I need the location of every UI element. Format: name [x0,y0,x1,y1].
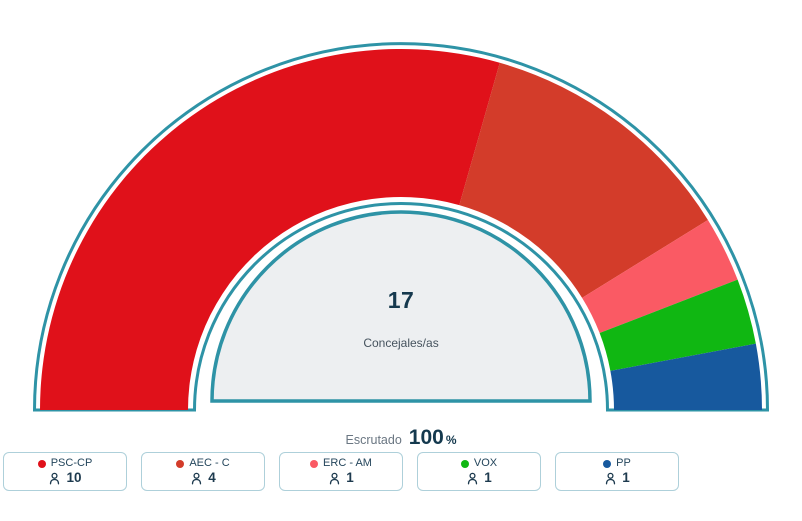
seat-segment-aec-c[interactable] [459,62,708,298]
party-seat-count: 10 [66,470,82,486]
legend-card: PP 1 [555,452,679,491]
legend-card: ERC - AM 1 [279,452,403,491]
seat-segments [40,48,762,411]
party-name: PSC-CP [50,457,93,470]
party-color-dot [603,459,612,468]
scrutiny-unit: % [445,433,457,447]
legend-card: VOX 1 [417,452,541,491]
person-icon [50,472,60,484]
seat-segment-vox[interactable] [599,279,756,371]
party-seat-count: 1 [346,470,354,486]
party-color-dot [460,459,469,468]
scrutiny-label: Escrutado [345,433,402,447]
inner-dome [210,210,592,403]
party-seat-count: 1 [484,470,492,486]
seat-segment-erc-am[interactable] [582,219,738,334]
party-color-dot [310,459,319,468]
legend-card: AEC - C 4 [141,452,265,491]
seat-segment-pp[interactable] [610,343,762,410]
party-name: PP [616,457,631,470]
person-icon [192,472,202,484]
party-seat-count: 1 [622,470,630,486]
person-icon [468,472,478,484]
party-legend: PSC-CP 10 AEC - C 4 ERC - AM [3,452,679,491]
scrutiny-row: Escrutado 100 % [0,426,802,450]
party-name: AEC - C [189,457,230,470]
person-icon [330,472,340,484]
party-color-dot [37,459,46,468]
party-color-dot [176,459,185,468]
party-name: VOX [473,457,498,470]
legend-card: PSC-CP 10 [3,452,127,491]
person-icon [606,472,616,484]
party-name: ERC - AM [323,457,372,470]
seat-arc-chart [32,42,770,412]
scrutiny-value: 100 [408,426,444,449]
party-seat-count: 4 [208,470,216,486]
seat-segment-psc-cp[interactable] [40,48,500,411]
